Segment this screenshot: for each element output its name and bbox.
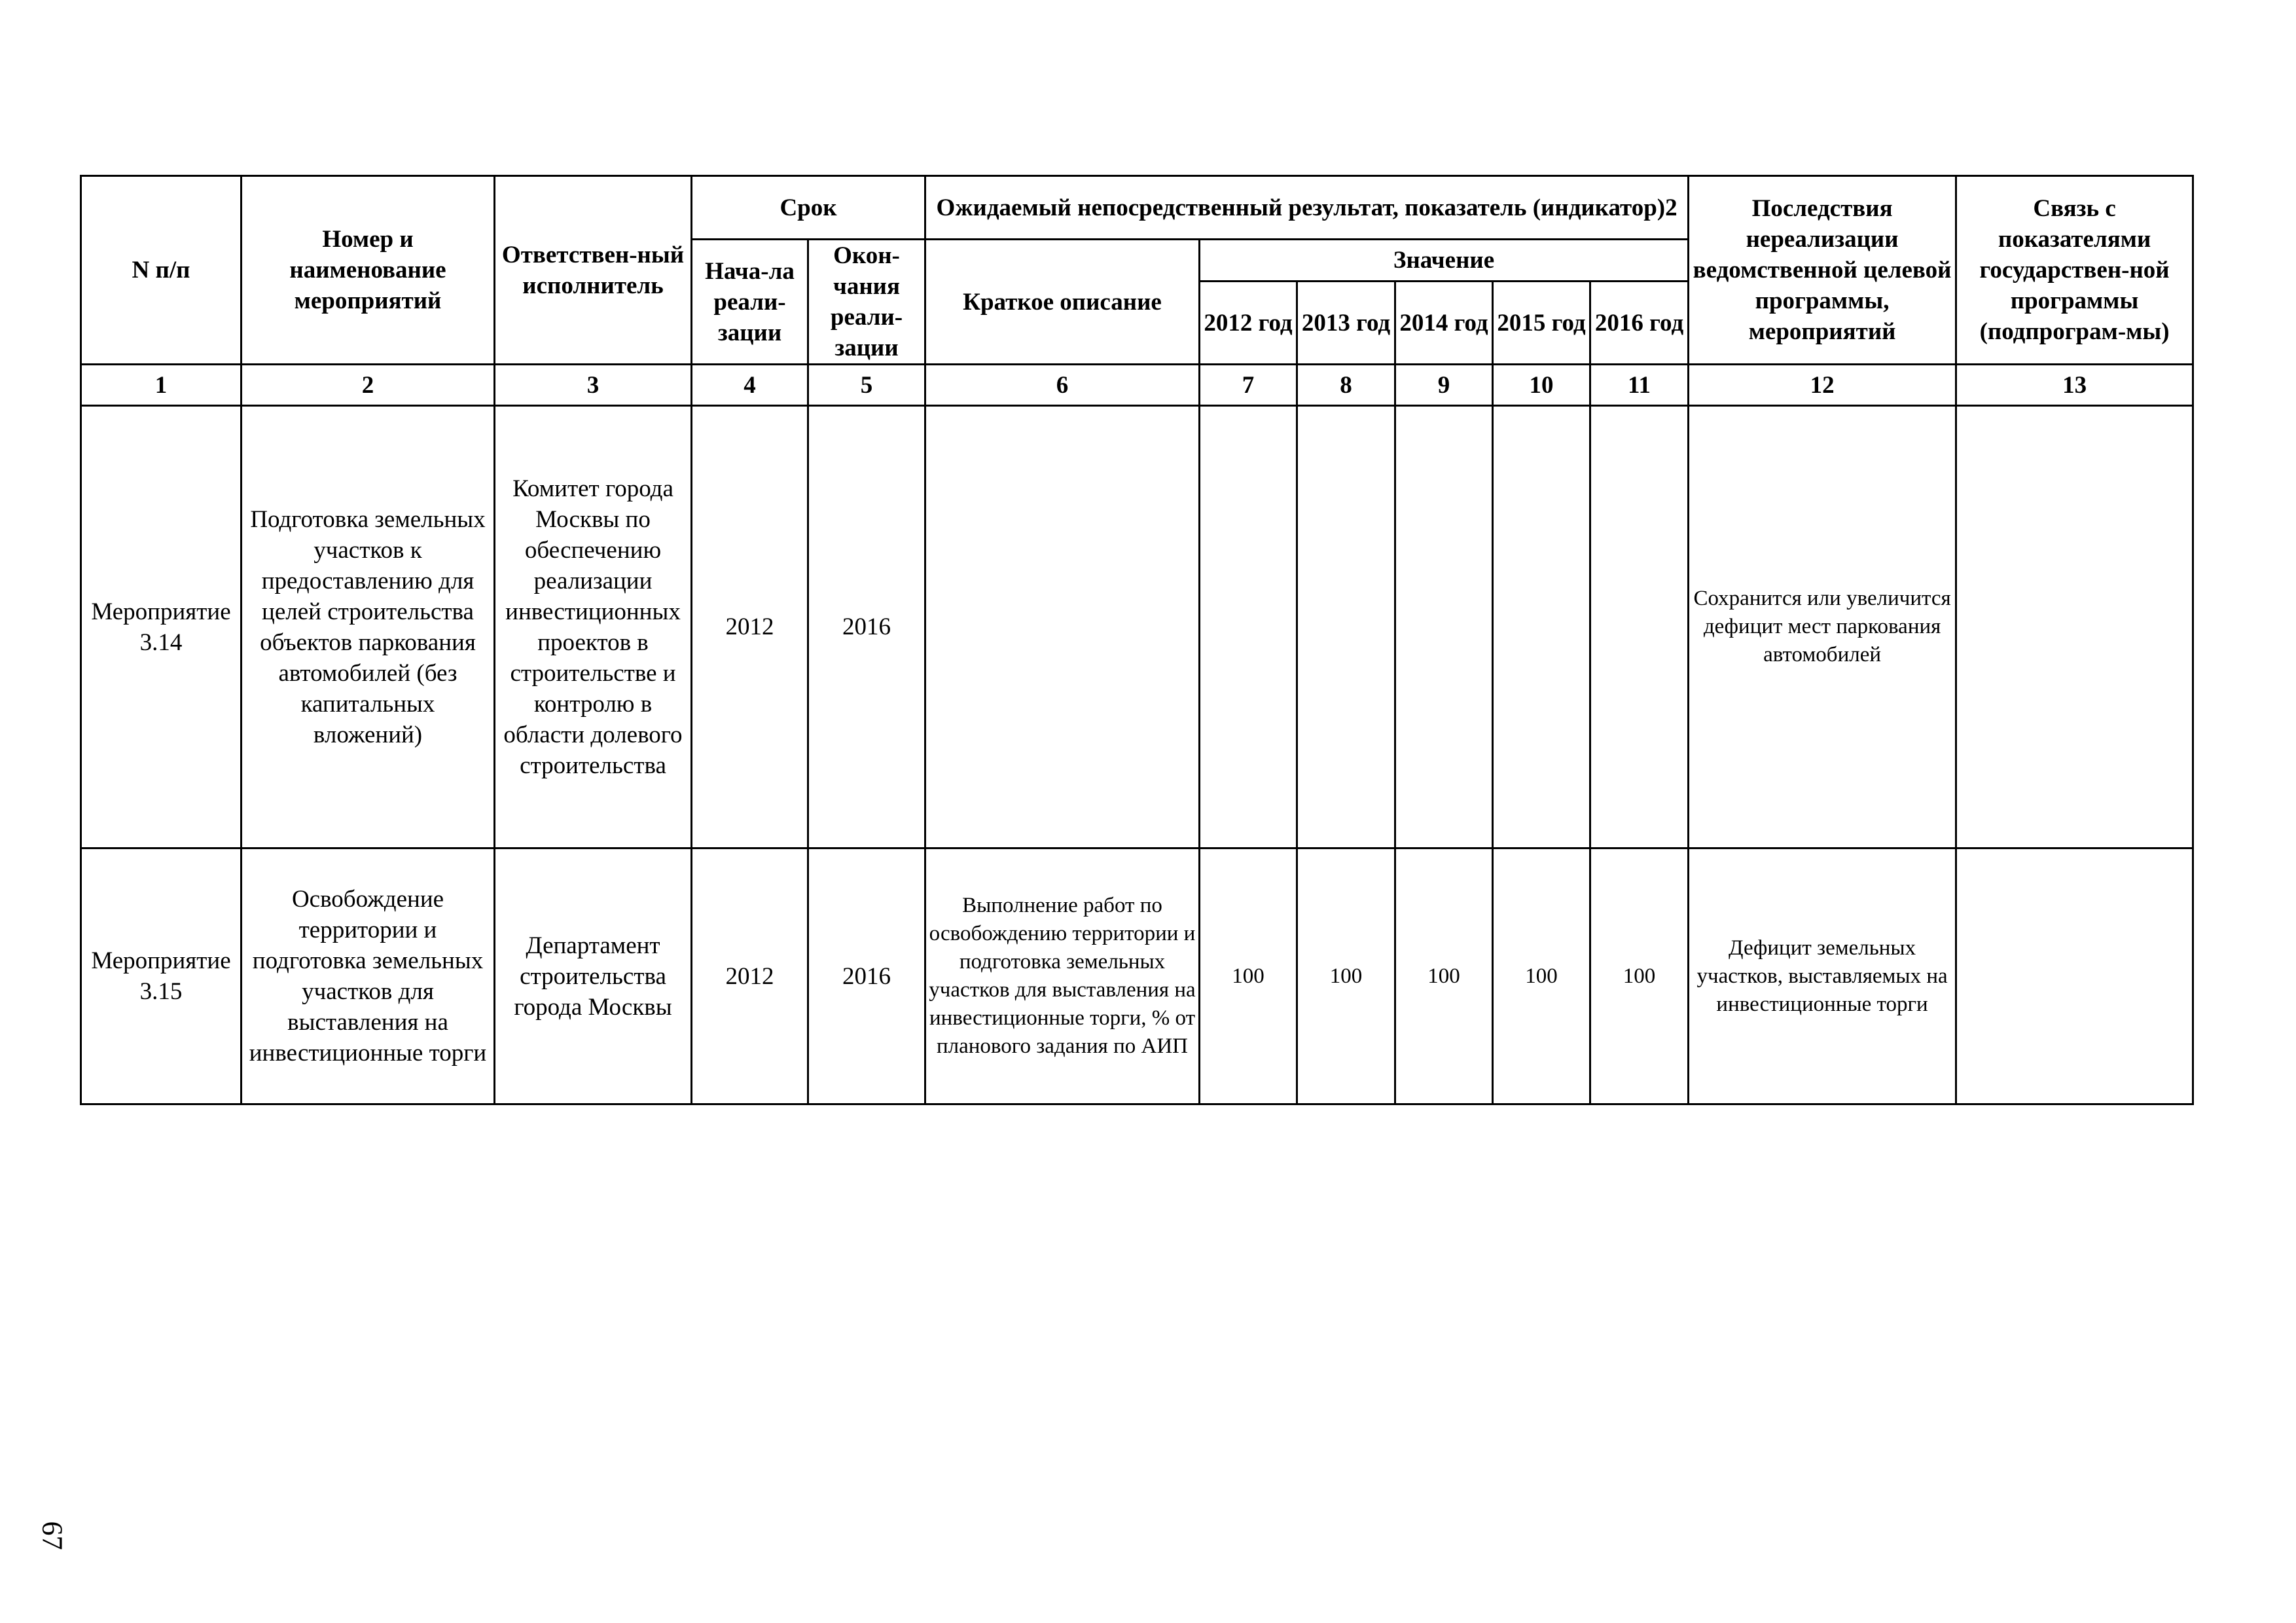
- column-number: 9: [1394, 363, 1494, 407]
- cell-responsible: Комитет города Москвы по обеспечению реа…: [493, 405, 692, 849]
- column-number-row: 1 2 3 4 5 6 7 8 9 10 11 12 13: [80, 363, 2195, 407]
- header-link: Связь с показателями государствен-ной пр…: [1955, 175, 2195, 365]
- cell-value: [1296, 405, 1396, 849]
- cell-value: [1588, 405, 1690, 849]
- cell-consequences: Сохранится или увеличится дефицит мест п…: [1687, 405, 1958, 849]
- column-number: 12: [1687, 363, 1958, 407]
- table-row: Мероприятие 3.14 Подготовка земельных уч…: [80, 405, 2195, 849]
- cell-end: 2016: [807, 847, 926, 1105]
- header-year: 2016 год: [1588, 280, 1690, 365]
- header-num: N п/п: [80, 175, 242, 365]
- header-year: 2012 год: [1198, 280, 1298, 365]
- header-year: 2015 год: [1492, 280, 1591, 365]
- column-number: 8: [1296, 363, 1396, 407]
- cell-desc: [924, 405, 1200, 849]
- header-row-1: N п/п Номер и наименование мероприятий О…: [80, 175, 2195, 365]
- column-number: 6: [924, 363, 1200, 407]
- cell-responsible: Департамент строительства города Москвы: [493, 847, 692, 1105]
- cell-value: 100: [1296, 847, 1396, 1105]
- header-start: Нача-ла реали-зации: [691, 238, 809, 365]
- cell-num: Мероприятие 3.15: [80, 847, 242, 1105]
- page-number: 67: [36, 1521, 69, 1550]
- cell-desc: Выполнение работ по освобождению террито…: [924, 847, 1200, 1105]
- cell-end: 2016: [807, 405, 926, 849]
- column-number: 7: [1198, 363, 1298, 407]
- cell-value: [1198, 405, 1298, 849]
- cell-start: 2012: [691, 847, 809, 1105]
- cell-value: 100: [1492, 847, 1591, 1105]
- header-row-3: 2012 год 2013 год 2014 год 2015 год 2016…: [81, 280, 2193, 365]
- header-consequences: Последствия нереализации ведомственной ц…: [1687, 175, 1958, 365]
- header-row-2: Нача-ла реали-зации Окон-чания реали-зац…: [81, 238, 2193, 365]
- header-year: 2013 год: [1296, 280, 1396, 365]
- cell-num: Мероприятие 3.14: [80, 405, 242, 849]
- column-number: 2: [240, 363, 495, 407]
- cell-name: Освобождение территории и подготовка зем…: [240, 847, 495, 1105]
- column-number: 3: [493, 363, 692, 407]
- column-number: 10: [1492, 363, 1591, 407]
- cell-start: 2012: [691, 405, 809, 849]
- cell-value: [1394, 405, 1494, 849]
- header-year: 2014 год: [1394, 280, 1494, 365]
- column-number: 11: [1588, 363, 1690, 407]
- cell-name: Подготовка земельных участков к предоста…: [240, 405, 495, 849]
- cell-value: [1492, 405, 1591, 849]
- cell-link: [1955, 847, 2195, 1105]
- header-end: Окон-чания реали-зации: [807, 238, 926, 365]
- header-result: Ожидаемый непосредственный результат, по…: [924, 175, 1690, 240]
- header-short-desc: Краткое описание: [924, 238, 1200, 365]
- cell-value: 100: [1198, 847, 1298, 1105]
- cell-value: 100: [1394, 847, 1494, 1105]
- column-number: 5: [807, 363, 926, 407]
- column-number: 4: [691, 363, 809, 407]
- header-term: Срок: [691, 175, 926, 240]
- cell-link: [1955, 405, 2195, 849]
- cell-consequences: Дефицит земельных участков, выставляемых…: [1687, 847, 1958, 1105]
- column-number: 1: [80, 363, 242, 407]
- activities-table: N п/п Номер и наименование мероприятий О…: [80, 175, 2195, 1105]
- header-name: Номер и наименование мероприятий: [240, 175, 495, 365]
- column-number: 13: [1955, 363, 2195, 407]
- header-responsible: Ответствен-ный исполнитель: [493, 175, 692, 365]
- table-row: Мероприятие 3.15 Освобождение территории…: [80, 847, 2195, 1105]
- cell-value: 100: [1588, 847, 1690, 1105]
- header-value: Значение: [1198, 238, 1690, 283]
